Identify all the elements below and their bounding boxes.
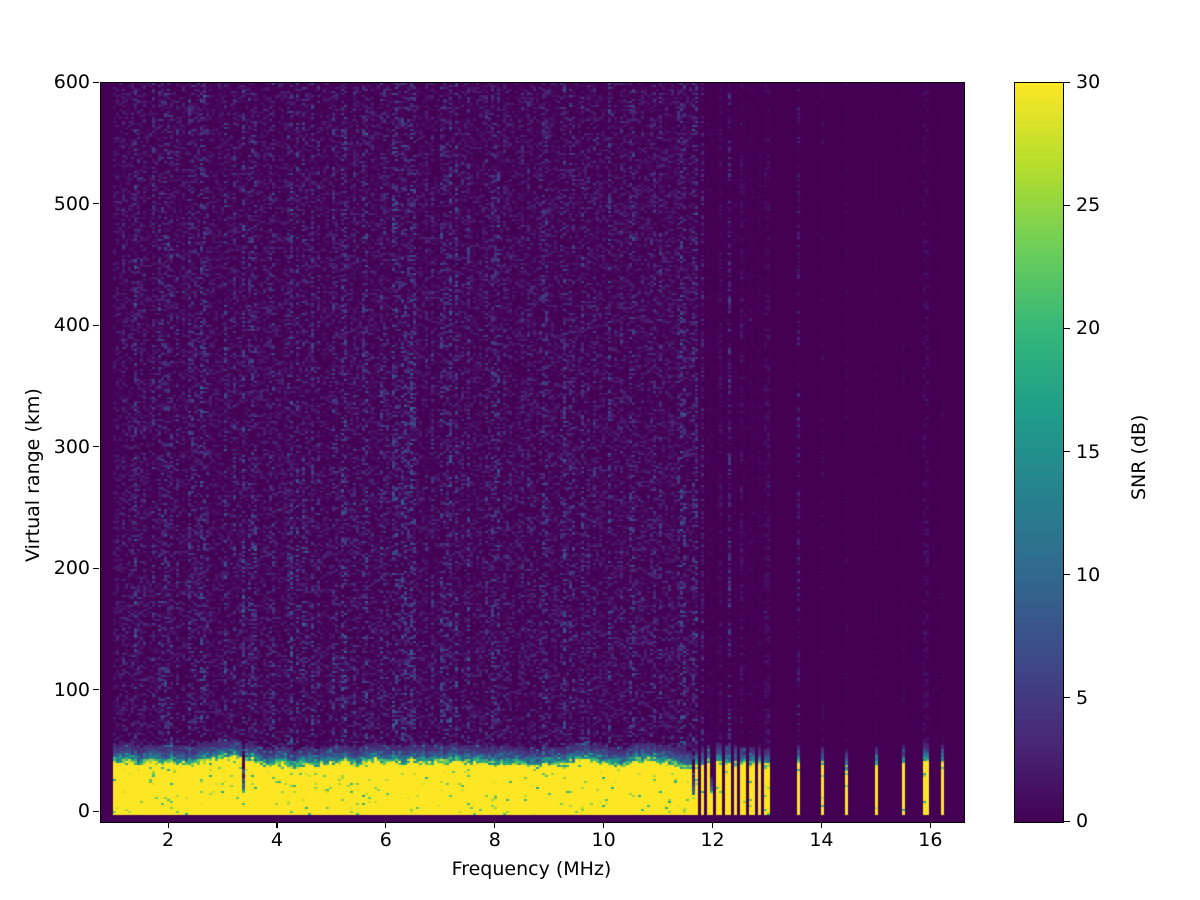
y-tick-mark [93, 203, 99, 205]
y-tick-label: 0 [77, 800, 90, 823]
y-tick-mark [93, 567, 99, 569]
colorbar-tick-label: 5 [1076, 686, 1089, 709]
x-tick-label: 8 [488, 829, 501, 851]
x-tick-mark [820, 822, 823, 828]
x-tick-mark [603, 822, 605, 828]
x-tick-label: 14 [809, 829, 834, 851]
y-tick-mark [93, 81, 99, 83]
colorbar-tick-label: 20 [1076, 317, 1101, 340]
y-tick-label: 200 [53, 557, 90, 580]
colorbar-tick-mark [1064, 820, 1070, 822]
colorbar-tick-mark [1064, 451, 1070, 453]
colorbar-label: SNR (dB) [1128, 414, 1150, 500]
colorbar-tick-mark [1064, 204, 1070, 206]
x-tick-label: 2 [162, 829, 175, 851]
x-tick-mark [276, 822, 278, 828]
x-tick-label: 6 [379, 829, 392, 851]
x-tick-label: 12 [700, 829, 725, 851]
y-tick-label: 300 [53, 435, 90, 458]
colorbar-tick-label: 30 [1076, 71, 1101, 93]
colorbar [1014, 82, 1064, 823]
heatmap-plot-area [100, 82, 965, 823]
x-tick-label: 4 [270, 829, 283, 851]
y-axis-label: Virtual range (km) [22, 388, 44, 562]
colorbar-tick-mark [1064, 697, 1070, 699]
colorbar-tick-label: 25 [1076, 194, 1101, 217]
y-tick-label: 600 [53, 71, 90, 93]
colorbar-tick-label: 10 [1076, 563, 1101, 586]
y-tick-label: 500 [53, 192, 90, 215]
colorbar-tick-mark [1064, 574, 1070, 576]
colorbar-tick-label: 0 [1076, 810, 1089, 832]
x-tick-mark [712, 822, 714, 828]
colorbar-tick-mark [1064, 327, 1070, 329]
x-tick-mark [929, 822, 931, 828]
colorbar-tick-label: 15 [1076, 440, 1101, 463]
x-tick-label: 16 [918, 829, 943, 851]
x-axis-label: Frequency (MHz) [451, 858, 612, 880]
y-tick-mark [93, 446, 99, 448]
x-tick-mark [385, 822, 387, 828]
y-tick-mark [93, 324, 99, 326]
colorbar-gradient [1015, 83, 1063, 822]
y-tick-label: 400 [53, 314, 90, 337]
colorbar-tick-mark [1064, 81, 1070, 83]
ionogram-heatmap [101, 83, 964, 822]
y-tick-label: 100 [53, 678, 90, 701]
y-tick-mark [93, 689, 99, 691]
x-tick-mark [494, 822, 496, 828]
x-tick-label: 10 [591, 829, 616, 851]
y-tick-mark [93, 810, 99, 812]
x-tick-mark [167, 822, 169, 828]
